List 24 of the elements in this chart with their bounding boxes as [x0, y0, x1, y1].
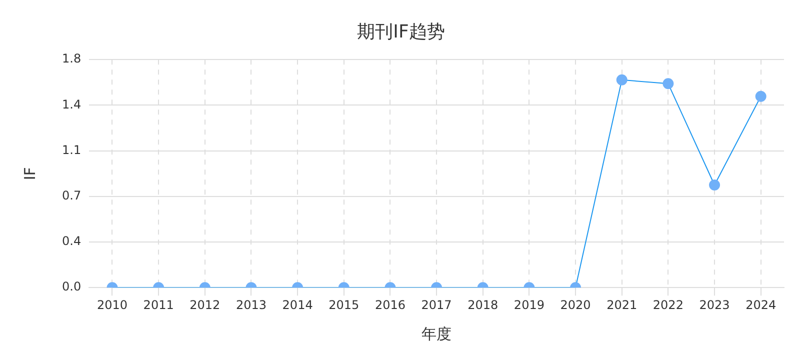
y-tick-label: 0.0 — [62, 280, 82, 294]
y-tick-label: 1.4 — [62, 97, 82, 112]
x-tick-label: 2013 — [236, 298, 267, 312]
y-axis-title: IF — [20, 167, 39, 180]
x-tick-label: 2024 — [746, 298, 776, 312]
x-tick-label: 2010 — [96, 298, 128, 312]
y-tick-label: 0.7 — [62, 188, 82, 203]
x-tick-label: 2017 — [421, 298, 452, 312]
x-tick-label: 2023 — [699, 298, 730, 312]
x-tick-label: 2019 — [514, 298, 544, 312]
y-tick-label: 1.8 — [62, 52, 82, 66]
x-tick-label: 2018 — [468, 298, 498, 312]
x-tick-label: 2020 — [560, 298, 591, 312]
chart-title: 期刊IF趋势 — [357, 21, 445, 42]
x-tick-label: 2011 — [143, 298, 174, 312]
x-tick-label: 2016 — [374, 298, 406, 312]
x-axis-title: 年度 — [422, 324, 452, 343]
y-tick-label: 0.4 — [62, 234, 82, 248]
x-tick-label: 2021 — [606, 298, 638, 312]
x-tick-label: 2022 — [652, 298, 684, 312]
y-tick-label: 1.1 — [62, 142, 82, 157]
x-tick-label: 2015 — [328, 298, 360, 312]
x-tick-label: 2014 — [282, 298, 313, 312]
x-tick-label: 2012 — [190, 298, 220, 312]
